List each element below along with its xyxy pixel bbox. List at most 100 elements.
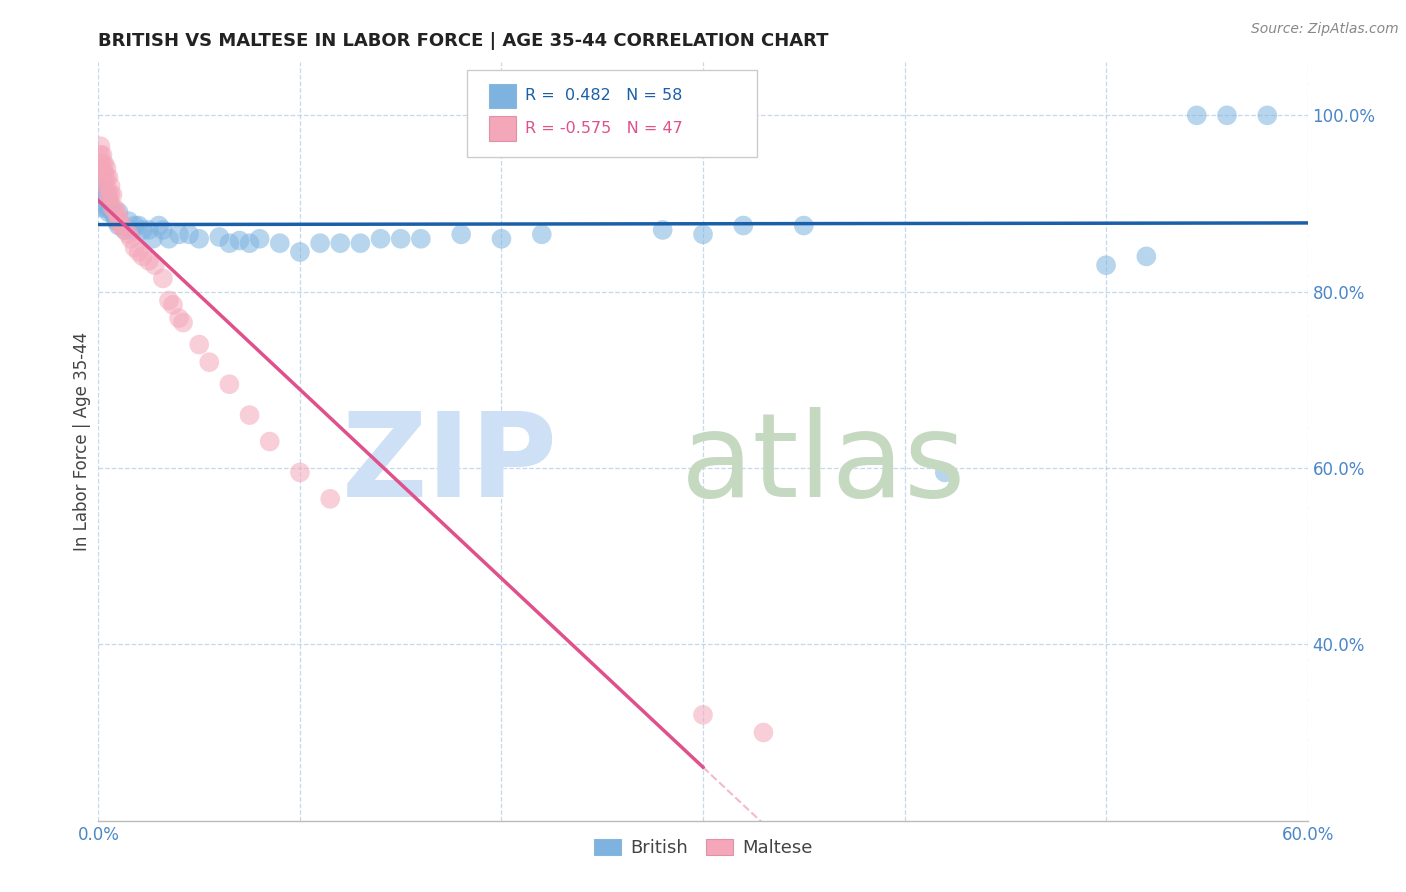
Point	[162, 298, 184, 312]
Point	[157, 232, 180, 246]
FancyBboxPatch shape	[489, 84, 516, 108]
Point	[167, 311, 190, 326]
Point	[105, 214, 128, 228]
Point	[107, 205, 129, 219]
Text: R = -0.575   N = 47: R = -0.575 N = 47	[526, 121, 683, 136]
Point	[167, 227, 190, 242]
Point	[188, 337, 211, 351]
Point	[793, 219, 815, 233]
Point	[96, 169, 118, 184]
Point	[93, 196, 115, 211]
Point	[96, 201, 118, 215]
Point	[114, 223, 136, 237]
Point	[114, 223, 136, 237]
Point	[89, 139, 111, 153]
Point	[692, 227, 714, 242]
Point	[101, 205, 124, 219]
Point	[96, 161, 118, 176]
Point	[218, 236, 240, 251]
Legend: British, Maltese: British, Maltese	[586, 832, 820, 864]
Point	[91, 166, 114, 180]
Point	[349, 236, 371, 251]
FancyBboxPatch shape	[467, 70, 758, 157]
Point	[91, 187, 114, 202]
FancyBboxPatch shape	[489, 116, 516, 141]
Point	[93, 183, 115, 197]
Point	[128, 245, 150, 260]
Point	[124, 241, 146, 255]
Point	[91, 201, 114, 215]
Point	[1095, 258, 1118, 272]
Point	[218, 377, 240, 392]
Point	[96, 178, 118, 193]
Point	[138, 223, 160, 237]
Point	[93, 157, 115, 171]
Point	[152, 223, 174, 237]
Point	[128, 219, 150, 233]
Point	[1185, 108, 1208, 122]
Point	[288, 245, 311, 260]
Point	[97, 187, 120, 202]
Point	[138, 253, 160, 268]
Point	[97, 205, 120, 219]
Point	[101, 201, 124, 215]
Point	[89, 166, 111, 180]
Point	[1256, 108, 1278, 122]
Text: R =  0.482   N = 58: R = 0.482 N = 58	[526, 88, 683, 103]
Point	[107, 214, 129, 228]
Point	[172, 316, 194, 330]
Point	[101, 187, 124, 202]
Point	[118, 227, 141, 242]
Point	[97, 192, 120, 206]
Point	[91, 157, 114, 171]
Point	[103, 201, 125, 215]
Point	[118, 214, 141, 228]
Point	[752, 725, 775, 739]
Point	[329, 236, 352, 251]
Point	[198, 355, 221, 369]
Point	[409, 232, 432, 246]
Point	[208, 230, 231, 244]
Point	[91, 148, 114, 162]
Point	[179, 227, 201, 242]
Point	[120, 223, 142, 237]
Point	[100, 201, 122, 215]
Text: Source: ZipAtlas.com: Source: ZipAtlas.com	[1251, 22, 1399, 37]
Point	[309, 236, 332, 251]
Point	[93, 166, 115, 180]
Point	[259, 434, 281, 449]
Point	[103, 210, 125, 224]
Point	[651, 223, 673, 237]
Point	[143, 258, 166, 272]
Point	[733, 219, 755, 233]
Point	[110, 219, 132, 233]
Point	[91, 169, 114, 184]
Point	[288, 466, 311, 480]
Point	[249, 232, 271, 246]
Point	[111, 219, 134, 233]
Point	[142, 232, 165, 246]
Point	[370, 232, 392, 246]
Point	[319, 491, 342, 506]
Point	[530, 227, 553, 242]
Text: atlas: atlas	[682, 407, 966, 522]
Point	[97, 169, 120, 184]
Point	[239, 408, 262, 422]
Point	[105, 205, 128, 219]
Point	[100, 178, 122, 193]
Point	[389, 232, 412, 246]
Point	[107, 219, 129, 233]
Point	[96, 187, 118, 202]
Point	[152, 271, 174, 285]
Point	[89, 148, 111, 162]
Point	[491, 232, 513, 246]
Point	[97, 192, 120, 206]
Point	[107, 210, 129, 224]
Point	[157, 293, 180, 308]
Text: BRITISH VS MALTESE IN LABOR FORCE | AGE 35-44 CORRELATION CHART: BRITISH VS MALTESE IN LABOR FORCE | AGE …	[98, 32, 830, 50]
Point	[132, 249, 155, 263]
Point	[120, 232, 142, 246]
Point	[124, 219, 146, 233]
Point	[228, 234, 250, 248]
Point	[100, 187, 122, 202]
